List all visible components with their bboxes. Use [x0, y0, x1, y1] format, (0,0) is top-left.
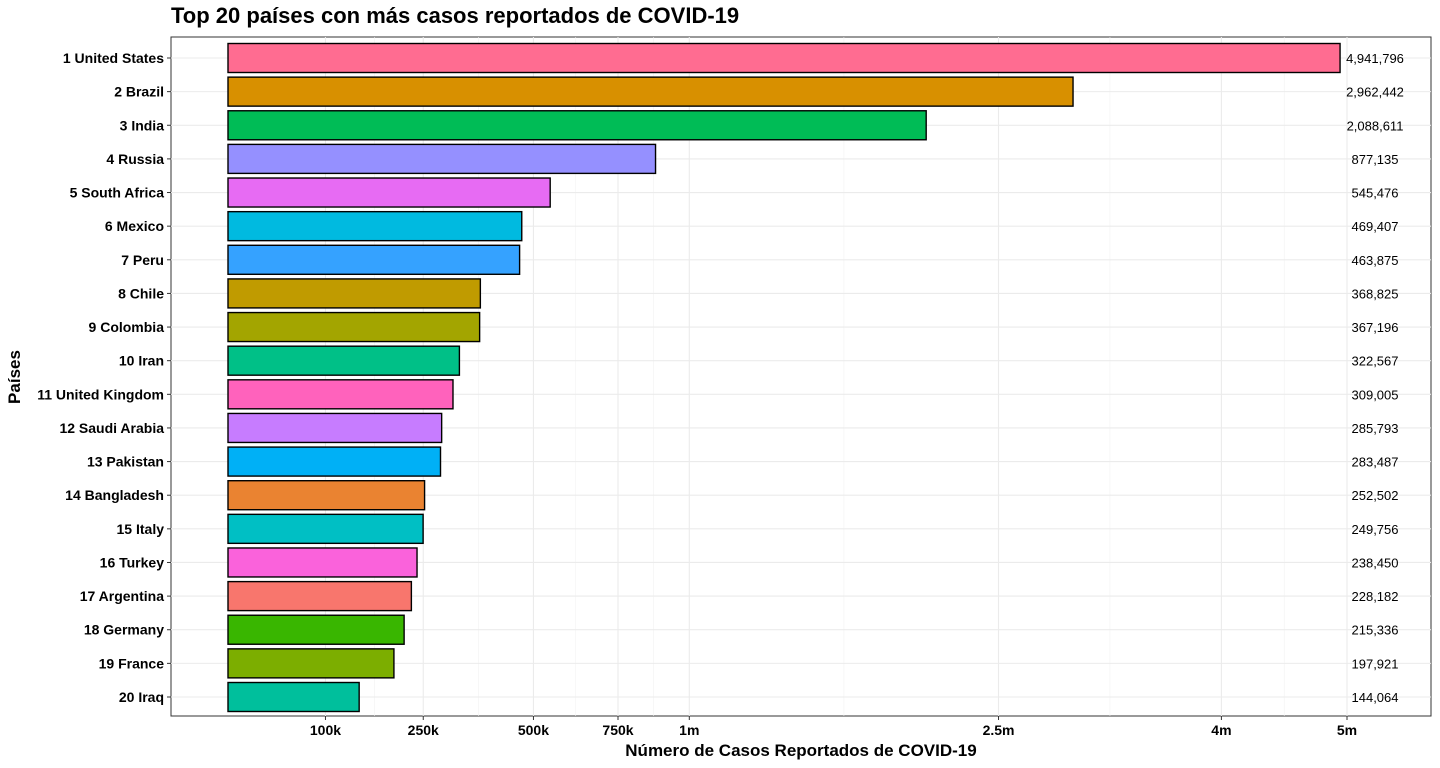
category-label: 4 Russia: [106, 151, 164, 167]
value-label: 463,875: [1352, 253, 1399, 268]
value-label: 309,005: [1352, 387, 1399, 402]
category-label: 6 Mexico: [105, 218, 164, 234]
category-label: 11 United Kingdom: [37, 386, 164, 402]
bar: [227, 42, 1341, 74]
value-label: 285,793: [1352, 421, 1399, 436]
value-label: 252,502: [1352, 488, 1399, 503]
value-label: 469,407: [1352, 219, 1399, 234]
x-tick-label: 2.5m: [983, 722, 1015, 738]
bar: [227, 244, 521, 275]
bar: [227, 648, 395, 679]
value-label: 322,567: [1352, 354, 1399, 369]
value-label: 238,450: [1352, 555, 1399, 570]
value-label: 368,825: [1352, 286, 1399, 301]
x-tick-label: 5m: [1337, 722, 1357, 738]
x-tick-label: 250k: [408, 722, 439, 738]
value-label: 2,962,442: [1346, 85, 1404, 100]
category-label: 5 South Africa: [70, 185, 165, 201]
x-tick-label: 4m: [1211, 722, 1231, 738]
bar: [227, 278, 482, 309]
y-axis-title: Países: [5, 350, 24, 404]
category-label: 15 Italy: [117, 521, 165, 537]
category-label: 17 Argentina: [80, 588, 164, 604]
bar: [227, 513, 424, 545]
value-label: 197,921: [1352, 656, 1399, 671]
category-label: 13 Pakistan: [87, 454, 164, 470]
bar: [227, 311, 481, 343]
bar: [227, 76, 1074, 107]
value-label: 228,182: [1352, 589, 1399, 604]
x-axis-title: Número de Casos Reportados de COVID-19: [625, 741, 976, 760]
category-label: 8 Chile: [118, 285, 164, 301]
category-label: 20 Iraq: [119, 689, 164, 705]
category-label: 3 India: [120, 117, 165, 133]
category-label: 19 France: [99, 655, 165, 671]
bar: [227, 580, 413, 612]
category-label: 10 Iran: [119, 353, 164, 369]
bar: [227, 614, 405, 645]
value-label: 283,487: [1352, 455, 1399, 470]
x-tick-label: 750k: [602, 722, 633, 738]
bar: [227, 480, 426, 511]
category-label: 18 Germany: [84, 622, 164, 638]
bar: [227, 412, 443, 444]
category-label: 12 Saudi Arabia: [59, 420, 164, 436]
category-label: 7 Peru: [121, 252, 164, 268]
bars: [227, 42, 1341, 713]
x-tick-label: 500k: [518, 722, 549, 738]
category-label: 2 Brazil: [114, 84, 164, 100]
category-label: 1 United States: [63, 50, 164, 66]
bar: [227, 110, 927, 141]
value-label: 367,196: [1352, 320, 1399, 335]
category-label: 9 Colombia: [89, 319, 165, 335]
y-axis-labels: 1 United States 2 Brazil 3 India 4 Russia 5 …: [37, 50, 171, 705]
bar: [227, 177, 551, 208]
bar: [227, 547, 418, 578]
value-labels: 4,941,796 2,962,442 2,088,611 877,135 545,47…: [1346, 51, 1404, 705]
value-label: 4,941,796: [1346, 51, 1404, 66]
bar: [227, 345, 461, 376]
category-label: 16 Turkey: [100, 554, 165, 570]
bar: [227, 143, 657, 175]
bar: [227, 681, 360, 713]
category-label: 14 Bangladesh: [65, 487, 164, 503]
x-tick-label: 100k: [310, 722, 341, 738]
chart-title: Top 20 países con más casos reportados d…: [171, 3, 740, 28]
bar: [227, 446, 442, 477]
bar: [227, 379, 454, 410]
value-label: 215,336: [1352, 623, 1399, 638]
value-label: 249,756: [1352, 522, 1399, 537]
value-label: 2,088,611: [1347, 118, 1404, 133]
value-label: 545,476: [1352, 186, 1399, 201]
value-label: 144,064: [1352, 690, 1399, 705]
bar: [227, 210, 523, 242]
x-tick-label: 1m: [679, 722, 699, 738]
value-label: 877,135: [1352, 152, 1399, 167]
x-axis-labels: 100k 250k 500k 750k 1m 2.5m 4m 5m: [310, 716, 1357, 738]
